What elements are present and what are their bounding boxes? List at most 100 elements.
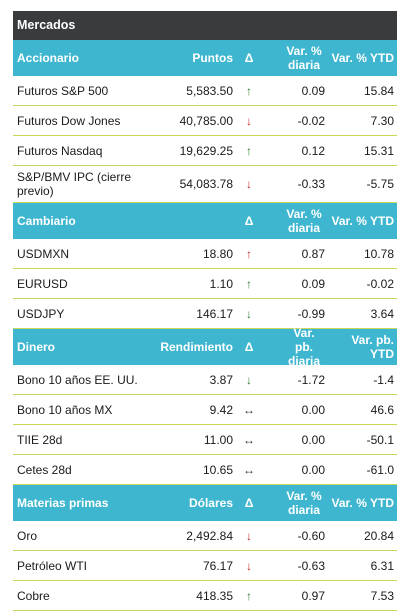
row-daily-change: -0.99 — [297, 306, 325, 321]
table-row: EURUSD 1.10 ↑ 0.09 -0.02 — [13, 269, 397, 299]
arrow-up-icon: ↑ — [246, 143, 252, 158]
row-ytd-change: -61.0 — [366, 462, 394, 477]
arrow-up-icon: ↑ — [246, 246, 252, 261]
table-row: USDMXN 18.80 ↑ 0.87 10.78 — [13, 239, 397, 269]
table-row: Futuros Nasdaq 19,629.25 ↑ 0.12 15.31 — [13, 136, 397, 166]
markets-table: Mercados Accionario Puntos Δ Var. % diaria V… — [13, 11, 397, 611]
row-value: 76.17 — [202, 558, 233, 573]
table-row: Futuros Dow Jones 40,785.00 ↓ -0.02 7.30 — [13, 106, 397, 136]
row-value: 18.80 — [202, 246, 233, 261]
row-daily-change: -0.33 — [297, 177, 325, 191]
table-row: Cobre 418.35 ↑ 0.97 7.53 — [13, 581, 397, 611]
row-daily-change: 0.09 — [301, 83, 325, 98]
arrow-down-icon: ↓ — [246, 528, 252, 543]
arrow-down-icon: ↓ — [246, 306, 252, 321]
table-title: Mercados — [13, 11, 397, 40]
row-daily-change: 0.00 — [301, 432, 325, 447]
row-name: Petróleo WTI — [17, 558, 88, 573]
column-header-value: Dólares — [188, 496, 233, 510]
row-daily-change: 0.00 — [301, 462, 325, 477]
section-header: Cambiario Δ Var. % diaria Var. % YTD — [13, 203, 397, 239]
row-daily-change: 0.97 — [301, 588, 325, 603]
table-row: Petróleo WTI 76.17 ↓ -0.63 6.31 — [13, 551, 397, 581]
row-name: Oro — [17, 528, 38, 543]
column-header-ytd: Var. pb. YTD — [351, 333, 394, 361]
column-header-delta: Δ — [244, 214, 254, 228]
arrow-down-icon: ↓ — [246, 372, 252, 387]
section-header: Accionario Puntos Δ Var. % diaria Var. % YTD — [13, 40, 397, 76]
row-name: S&P/BMV IPC (cierre previo) — [17, 170, 132, 198]
table-row: USDJPY 146.17 ↓ -0.99 3.64 — [13, 299, 397, 329]
arrow-flat-icon: ↔ — [243, 462, 255, 477]
row-ytd-change: -1.4 — [373, 372, 394, 387]
row-daily-change: 0.09 — [301, 276, 325, 291]
row-name: Cobre — [17, 588, 50, 603]
row-ytd-change: -50.1 — [366, 432, 394, 447]
section-header: Dinero Rendimiento Δ Var. pb. diaria Var. pb… — [13, 326, 397, 368]
row-ytd-change: 7.30 — [370, 113, 394, 128]
section-name: Dinero — [17, 340, 56, 354]
row-daily-change: -0.60 — [297, 528, 325, 543]
row-daily-change: -0.02 — [297, 113, 325, 128]
row-value: 54,083.78 — [179, 177, 233, 191]
table-row: Cetes 28d 10.65 ↔ 0.00 -61.0 — [13, 455, 397, 485]
row-name: Bono 10 años MX — [17, 402, 113, 417]
row-daily-change: 0.87 — [301, 246, 325, 261]
row-value: 2,492.84 — [186, 528, 233, 543]
row-value: 1.10 — [209, 276, 233, 291]
row-ytd-change: 3.64 — [370, 306, 394, 321]
column-header-delta: Δ — [244, 496, 254, 510]
section-name: Accionario — [17, 51, 80, 65]
arrow-down-icon: ↓ — [246, 558, 252, 573]
row-name: USDMXN — [17, 246, 70, 261]
column-header-value: Rendimiento — [160, 340, 233, 354]
arrow-up-icon: ↑ — [246, 588, 252, 603]
row-name: Futuros Dow Jones — [17, 113, 121, 128]
column-header-value: Puntos — [192, 51, 233, 65]
table-row: S&P/BMV IPC (cierre previo) 54,083.78 ↓ -0.… — [13, 166, 397, 203]
arrow-up-icon: ↑ — [246, 276, 252, 291]
column-header-daily: Var. % diaria — [286, 44, 322, 72]
row-value: 40,785.00 — [179, 113, 233, 128]
row-daily-change: 0.00 — [301, 402, 325, 417]
row-value: 3.87 — [209, 372, 233, 387]
row-name: Cetes 28d — [17, 462, 72, 477]
row-name: TIIE 28d — [17, 432, 63, 447]
row-value: 146.17 — [196, 306, 233, 321]
section-name: Materias primas — [17, 496, 109, 510]
row-ytd-change: -0.02 — [366, 276, 394, 291]
row-value: 9.42 — [209, 402, 233, 417]
row-ytd-change: 15.84 — [363, 83, 394, 98]
table-body: Accionario Puntos Δ Var. % diaria Var. % YTD… — [13, 40, 397, 611]
table-row: Bono 10 años MX 9.42 ↔ 0.00 46.6 — [13, 395, 397, 425]
arrow-flat-icon: ↔ — [243, 432, 255, 447]
row-daily-change: -0.63 — [297, 558, 325, 573]
row-value: 11.00 — [203, 432, 233, 447]
section-name: Cambiario — [17, 214, 76, 228]
row-ytd-change: -5.75 — [366, 177, 394, 191]
table-row: Futuros S&P 500 5,583.50 ↑ 0.09 15.84 — [13, 76, 397, 106]
row-ytd-change: 6.31 — [370, 558, 394, 573]
row-value: 10.65 — [202, 462, 233, 477]
column-header-ytd: Var. % YTD — [331, 214, 394, 228]
row-name: EURUSD — [17, 276, 68, 291]
row-name: Futuros Nasdaq — [17, 143, 103, 158]
row-daily-change: -1.72 — [297, 372, 325, 387]
table-row: Oro 2,492.84 ↓ -0.60 20.84 — [13, 521, 397, 551]
row-name: USDJPY — [17, 306, 65, 321]
column-header-daily: Var. pb. diaria — [287, 326, 320, 368]
row-ytd-change: 15.31 — [363, 143, 394, 158]
arrow-flat-icon: ↔ — [243, 402, 255, 417]
row-name: Futuros S&P 500 — [17, 83, 109, 98]
column-header-daily: Var. % diaria — [286, 489, 322, 517]
table-row: Bono 10 años EE. UU. 3.87 ↓ -1.72 -1.4 — [13, 365, 397, 395]
column-header-daily: Var. % diaria — [286, 207, 322, 235]
column-header-delta: Δ — [244, 340, 254, 354]
row-ytd-change: 20.84 — [363, 528, 394, 543]
arrow-up-icon: ↑ — [246, 83, 252, 98]
column-header-delta: Δ — [244, 51, 254, 65]
row-ytd-change: 10.78 — [363, 246, 394, 261]
row-value: 19,629.25 — [179, 143, 233, 158]
column-header-ytd: Var. % YTD — [331, 51, 394, 65]
arrow-down-icon: ↓ — [246, 113, 252, 128]
